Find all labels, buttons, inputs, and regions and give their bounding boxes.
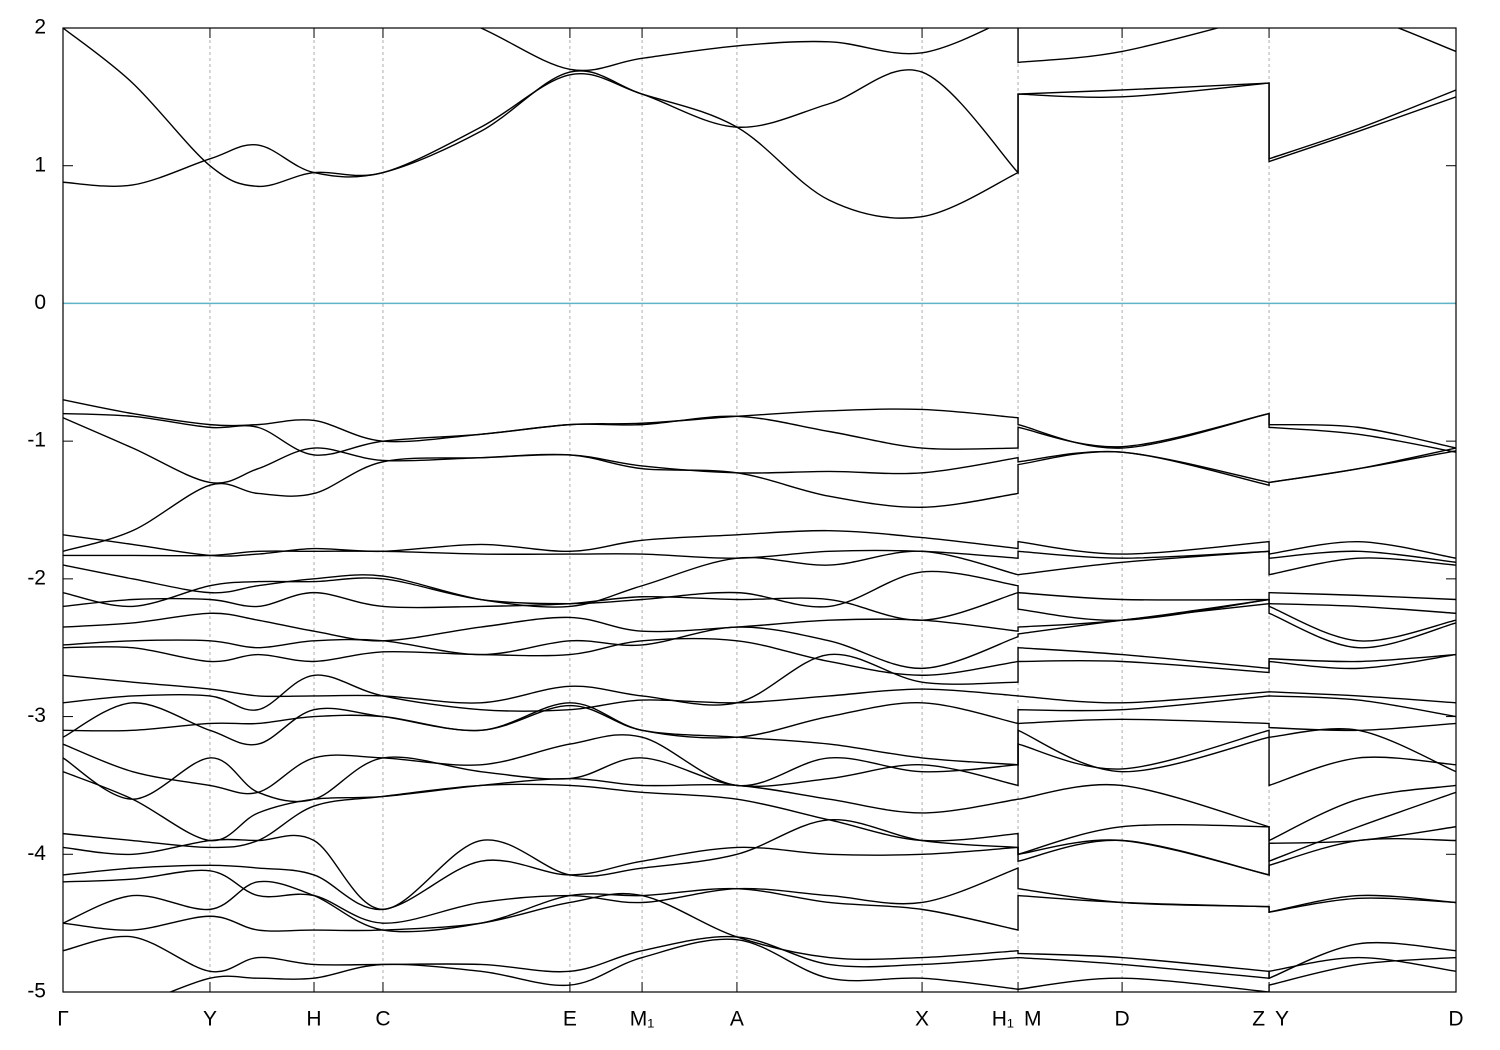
band-line (479, 28, 1456, 72)
x-tick-label: D (1448, 1008, 1463, 1031)
band-line (63, 837, 1456, 911)
y-tick-label: 2 (34, 16, 46, 39)
y-tick-label: 1 (34, 153, 46, 176)
band-line (63, 550, 1456, 608)
band-line (63, 892, 1456, 980)
x-tick-label: H (306, 1008, 321, 1031)
x-tick-label: Γ (57, 1008, 69, 1031)
band-line (168, 938, 1456, 992)
bands (63, 28, 1456, 992)
y-tick-label: -5 (27, 980, 46, 1003)
y-tick-label: -3 (27, 704, 46, 727)
band-line (63, 450, 1456, 552)
plot-frame (62, 27, 1457, 993)
band-line (63, 702, 1456, 766)
band-line (63, 637, 1456, 676)
band-line (63, 935, 1456, 979)
band-line (63, 602, 1456, 670)
x-tick-label: M (1024, 1008, 1042, 1031)
band-line (63, 598, 1456, 642)
x-tick-label: X (915, 1008, 929, 1031)
x-tick-label: E (563, 1008, 577, 1031)
x-tick-label: H₁ (992, 1008, 1014, 1031)
band-line (63, 69, 1456, 187)
x-tick-label: Y (1275, 1008, 1289, 1031)
x-tick-label: Y (203, 1008, 217, 1031)
y-tick-label: -1 (27, 429, 46, 452)
y-tick-label: 0 (34, 291, 46, 314)
band-line (63, 695, 1456, 739)
band-line (63, 653, 1456, 706)
band-line (63, 549, 1456, 564)
band-line (63, 412, 1456, 456)
x-tick-label: D (1115, 1008, 1130, 1031)
band-line (63, 729, 1456, 803)
band-line (63, 399, 1456, 449)
band-line (63, 674, 1456, 712)
band-line (63, 591, 1456, 622)
band-line (63, 880, 1456, 933)
band-line (63, 28, 1456, 219)
grid (62, 27, 1457, 993)
band-line (63, 529, 1456, 559)
x-tick-label: M₁ (630, 1008, 655, 1031)
band-line (63, 570, 1456, 608)
axis-labels: 210-1-2-3-4-5Γ Y H C E M₁ A X H₁ M D Z Y D (27, 16, 1463, 1031)
x-tick-label: A (730, 1008, 744, 1031)
x-tick-label: C (375, 1008, 390, 1031)
y-tick-label: -2 (27, 566, 46, 589)
y-tick-label: -4 (27, 842, 46, 865)
x-tick-label: Z (1252, 1008, 1265, 1031)
band-line (63, 771, 1456, 842)
